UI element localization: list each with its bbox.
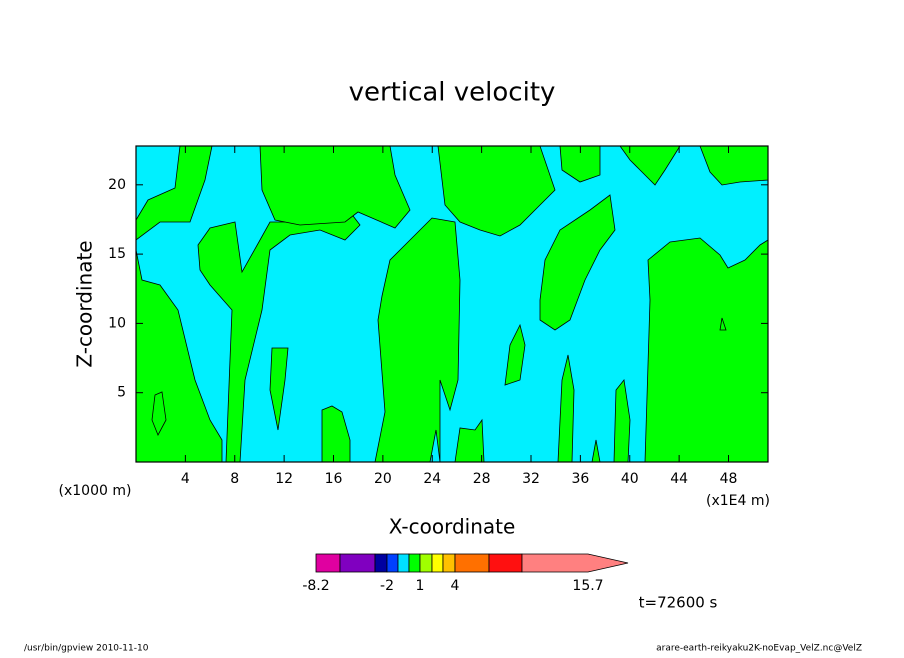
x-tick-label: 4	[181, 471, 190, 487]
colorbar-swatch	[442, 553, 456, 573]
x-axis-label: X-coordinate	[389, 515, 516, 539]
x-tick-label: 24	[423, 471, 441, 487]
contour-region	[644, 237, 769, 463]
footer-right: arare-earth-reikyaku2K-noEvap_VelZ.nc@Ve…	[656, 644, 862, 654]
colorbar-tick-label: 1	[416, 578, 425, 594]
colorbar-swatch	[488, 553, 523, 573]
contour-region	[269, 347, 289, 431]
y-tick-label: 10	[108, 315, 126, 331]
colorbar-tick-label: -2	[380, 578, 394, 594]
colorbar-tick-label: -8.2	[302, 578, 329, 594]
contour-region	[374, 217, 461, 463]
x-tick-label: 48	[720, 471, 738, 487]
colorbar-swatch	[419, 553, 433, 573]
footer-left: /usr/bin/gpview 2010-11-10	[24, 644, 149, 654]
plot-area	[135, 145, 769, 463]
x-tick-label: 20	[374, 471, 392, 487]
colorbar-swatch	[521, 553, 629, 573]
y-tick-label: 5	[117, 385, 126, 401]
x-tick-label: 12	[275, 471, 293, 487]
contour-region	[539, 194, 616, 331]
x-tick-label: 8	[230, 471, 239, 487]
contour-region	[197, 211, 361, 463]
colorbar-swatch	[397, 553, 410, 573]
y-unit-label: (x1000 m)	[59, 483, 132, 499]
x-tick-label: 16	[325, 471, 343, 487]
x-tick-label: 36	[571, 471, 589, 487]
colorbar-tick-label: 15.7	[572, 578, 603, 594]
colorbar-tick-label: 4	[451, 578, 460, 594]
x-tick-label: 44	[670, 471, 688, 487]
colorbar-swatch	[454, 553, 490, 573]
colorbar-swatch	[408, 553, 421, 573]
chart-title: vertical velocity	[349, 78, 556, 108]
contour-region	[259, 145, 411, 229]
colorbar-swatch	[315, 553, 341, 573]
time-label: t=72600 s	[639, 594, 718, 612]
x-tick-label: 28	[473, 471, 491, 487]
colorbar-swatch	[374, 553, 388, 573]
contour-region	[437, 145, 556, 237]
contour-region	[135, 145, 213, 241]
x-unit-label: (x1E4 m)	[706, 493, 770, 509]
colorbar-swatch	[386, 553, 399, 573]
plot-frame	[135, 145, 769, 463]
contour-region	[504, 323, 526, 386]
x-tick-label: 40	[621, 471, 639, 487]
y-tick-label: 15	[108, 246, 126, 262]
y-axis-label: Z-coordinate	[73, 240, 97, 367]
y-tick-label: 20	[108, 177, 126, 193]
x-tick-label: 32	[522, 471, 540, 487]
colorbar-swatch	[339, 553, 376, 573]
colorbar-swatch	[431, 553, 444, 573]
